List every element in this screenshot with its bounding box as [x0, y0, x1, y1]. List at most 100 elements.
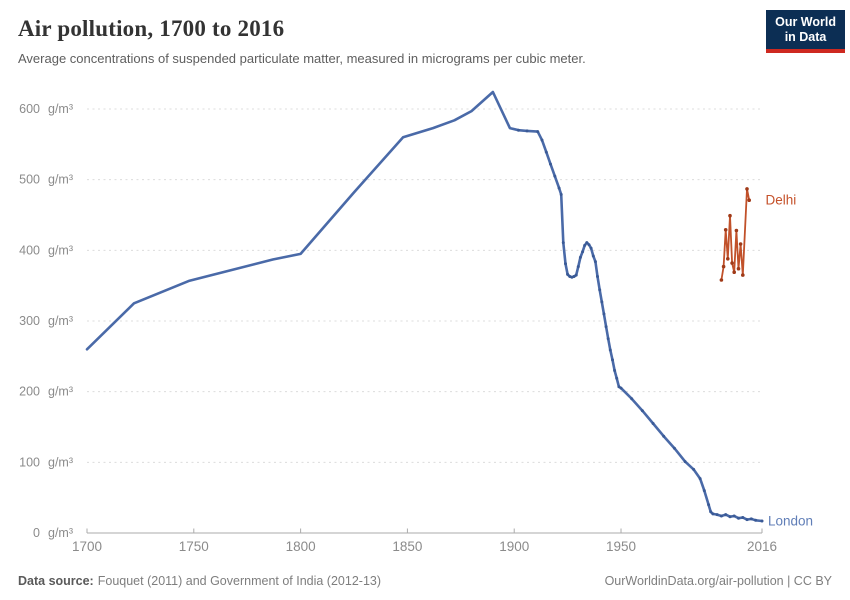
series-marker-london — [724, 513, 728, 517]
series-marker-london — [640, 409, 644, 413]
series-marker-london — [608, 348, 612, 352]
chart-footer: Data source: Fouquet (2011) and Governmen… — [18, 574, 832, 588]
series-marker-delhi — [734, 228, 739, 233]
series-marker-london — [719, 514, 723, 518]
series-marker-london — [544, 150, 548, 154]
series-marker-london — [745, 518, 749, 522]
series-marker-delhi — [747, 198, 751, 202]
x-tick-label-1950: 1950 — [606, 539, 636, 554]
series-marker-london — [662, 434, 666, 438]
series-marker-london — [559, 193, 563, 196]
series-marker-london — [581, 250, 585, 254]
x-tick-label-1750: 1750 — [179, 539, 209, 554]
series-marker-london — [540, 138, 544, 142]
series-marker-london — [613, 369, 617, 372]
y-tick-unit-400: g/m³ — [48, 243, 73, 257]
series-marker-london — [561, 241, 565, 245]
series-marker-london — [737, 516, 740, 520]
footer-source: Data source: Fouquet (2011) and Governmen… — [18, 574, 381, 588]
series-marker-london — [692, 467, 696, 471]
series-marker-london — [615, 376, 619, 380]
y-tick-value-200: 200 — [19, 385, 40, 399]
series-marker-london — [578, 255, 582, 259]
y-tick-unit-500: g/m³ — [48, 173, 73, 187]
y-tick-value-0: 0 — [33, 526, 40, 540]
series-label-london[interactable]: London — [768, 513, 813, 528]
y-tick-value-600: 600 — [19, 102, 40, 116]
series-marker-delhi — [730, 261, 734, 265]
series-marker-london — [593, 260, 597, 264]
owid-logo-line1: Our World — [775, 15, 836, 29]
chart-header: Air pollution, 1700 to 2016 Average conc… — [18, 16, 750, 66]
series-marker-london — [589, 246, 593, 250]
series-marker-london — [651, 422, 655, 425]
series-marker-delhi — [721, 264, 726, 269]
series-marker-london — [709, 510, 713, 514]
series-marker-london — [572, 275, 576, 278]
y-tick-unit-200: g/m³ — [48, 385, 73, 399]
x-tick-label-1850: 1850 — [392, 539, 422, 554]
series-marker-london — [672, 446, 676, 450]
footer-credit-link[interactable]: OurWorldinData.org/air-pollution | CC BY — [604, 574, 832, 588]
series-line-delhi[interactable] — [720, 188, 751, 281]
series-marker-london — [715, 513, 719, 517]
series-marker-london — [732, 514, 736, 518]
x-tick-label-2016: 2016 — [747, 539, 777, 554]
series-marker-london — [557, 186, 561, 190]
series-marker-london — [749, 517, 753, 521]
series-marker-delhi — [719, 278, 724, 282]
series-marker-london — [760, 519, 764, 523]
series-marker-delhi — [738, 242, 743, 246]
series-marker-london — [606, 337, 610, 341]
y-tick-value-500: 500 — [19, 173, 40, 187]
y-tick-value-400: 400 — [19, 243, 40, 257]
y-tick-unit-0: g/m³ — [48, 526, 73, 540]
series-marker-delhi — [736, 266, 741, 271]
footer-source-text: Fouquet (2011) and Government of India (… — [97, 574, 382, 588]
series-marker-london — [583, 243, 587, 247]
y-tick-value-300: 300 — [19, 314, 40, 328]
series-marker-london — [604, 325, 608, 329]
series-marker-london — [707, 503, 711, 507]
series-marker-london — [585, 241, 589, 245]
series-marker-london — [702, 489, 706, 493]
series-label-delhi[interactable]: Delhi — [766, 193, 797, 208]
series-marker-london — [596, 275, 599, 278]
series-marker-delhi — [728, 213, 732, 218]
chart-subtitle: Average concentrations of suspended part… — [18, 51, 586, 66]
x-tick-label-1900: 1900 — [499, 539, 529, 554]
series-marker-london — [525, 129, 529, 133]
series-marker-delhi — [726, 257, 730, 261]
series-marker-london — [630, 397, 634, 401]
series-marker-london — [602, 312, 606, 316]
series-marker-london — [564, 262, 567, 266]
series-marker-london — [600, 300, 604, 304]
y-tick-unit-100: g/m³ — [48, 455, 73, 469]
owid-logo[interactable]: Our World in Data — [766, 10, 845, 53]
series-marker-delhi — [741, 273, 745, 277]
y-tick-unit-300: g/m³ — [48, 314, 73, 328]
series-line-london[interactable] — [85, 90, 764, 523]
series-marker-london — [683, 460, 687, 464]
series-marker-london — [574, 273, 578, 277]
series-marker-london — [591, 254, 595, 258]
series-marker-london — [698, 477, 702, 481]
series-marker-london — [566, 272, 570, 276]
owid-logo-line2: in Data — [784, 29, 827, 44]
series-marker-london — [619, 386, 623, 390]
series-marker-london — [711, 512, 715, 516]
series-marker-london — [587, 243, 591, 247]
series-marker-delhi — [745, 187, 749, 191]
y-tick-value-100: 100 — [19, 455, 40, 469]
series-marker-london — [517, 128, 520, 132]
series-marker-delhi — [723, 228, 728, 232]
series-marker-london — [536, 130, 540, 134]
chart-title: Air pollution, 1700 to 2016 — [18, 16, 285, 41]
y-tick-unit-600: g/m³ — [48, 102, 73, 116]
series-marker-london — [754, 518, 758, 522]
footer-source-label: Data source: — [18, 574, 94, 588]
series-marker-london — [728, 515, 732, 519]
series-marker-london — [611, 358, 614, 362]
x-tick-label-1800: 1800 — [286, 539, 316, 554]
